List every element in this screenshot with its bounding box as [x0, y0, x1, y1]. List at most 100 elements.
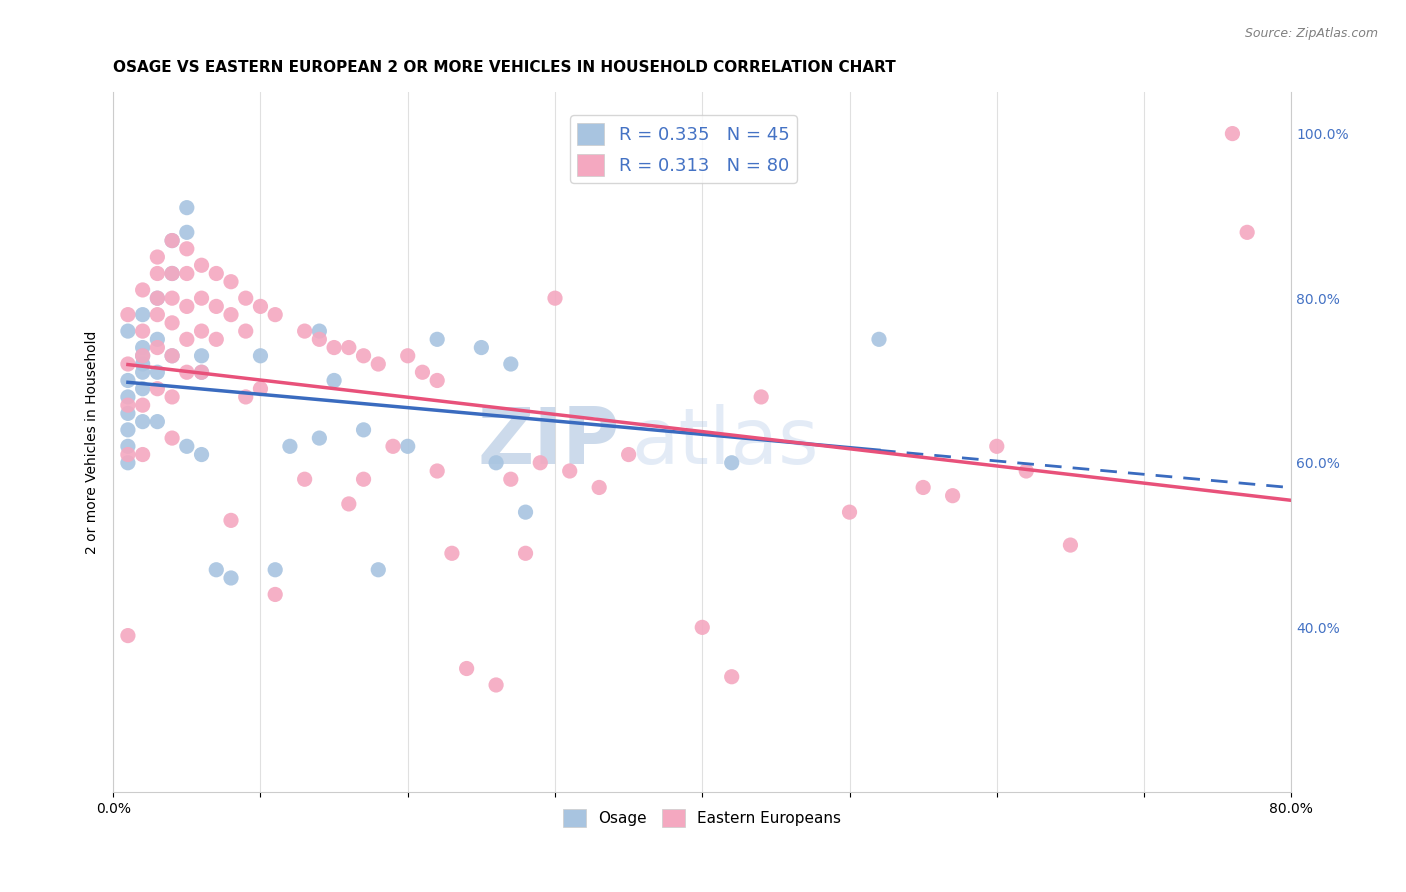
- Point: [190, 365, 212, 379]
- Point: [205, 300, 228, 314]
- Point: [190, 448, 212, 462]
- Point: [278, 439, 301, 453]
- Point: [588, 480, 610, 494]
- Point: [720, 670, 742, 684]
- Point: [117, 357, 139, 371]
- Point: [160, 267, 183, 281]
- Point: [249, 382, 271, 396]
- Point: [544, 291, 567, 305]
- Point: [308, 324, 330, 338]
- Point: [131, 283, 153, 297]
- Point: [131, 308, 153, 322]
- Point: [323, 341, 346, 355]
- Point: [219, 571, 242, 585]
- Point: [942, 489, 965, 503]
- Point: [720, 456, 742, 470]
- Point: [117, 374, 139, 388]
- Point: [146, 308, 169, 322]
- Point: [294, 472, 316, 486]
- Point: [470, 341, 492, 355]
- Point: [499, 357, 522, 371]
- Point: [456, 661, 478, 675]
- Y-axis label: 2 or more Vehicles in Household: 2 or more Vehicles in Household: [86, 331, 100, 554]
- Point: [249, 300, 271, 314]
- Point: [337, 341, 360, 355]
- Point: [912, 480, 935, 494]
- Point: [176, 201, 198, 215]
- Point: [117, 448, 139, 462]
- Point: [131, 415, 153, 429]
- Point: [176, 365, 198, 379]
- Point: [1059, 538, 1081, 552]
- Point: [117, 324, 139, 338]
- Text: OSAGE VS EASTERN EUROPEAN 2 OR MORE VEHICLES IN HOUSEHOLD CORRELATION CHART: OSAGE VS EASTERN EUROPEAN 2 OR MORE VEHI…: [114, 60, 896, 75]
- Point: [868, 332, 890, 346]
- Point: [146, 250, 169, 264]
- Point: [308, 431, 330, 445]
- Point: [337, 497, 360, 511]
- Text: Source: ZipAtlas.com: Source: ZipAtlas.com: [1244, 27, 1378, 40]
- Point: [235, 291, 257, 305]
- Point: [838, 505, 860, 519]
- Point: [160, 431, 183, 445]
- Point: [131, 398, 153, 412]
- Point: [176, 225, 198, 239]
- Point: [117, 398, 139, 412]
- Point: [160, 234, 183, 248]
- Point: [146, 382, 169, 396]
- Point: [146, 341, 169, 355]
- Point: [499, 472, 522, 486]
- Point: [396, 349, 419, 363]
- Point: [367, 357, 389, 371]
- Point: [146, 332, 169, 346]
- Point: [131, 382, 153, 396]
- Text: atlas: atlas: [631, 404, 820, 480]
- Point: [353, 349, 375, 363]
- Point: [353, 423, 375, 437]
- Point: [190, 258, 212, 272]
- Point: [176, 332, 198, 346]
- Point: [117, 406, 139, 420]
- Point: [117, 390, 139, 404]
- Point: [515, 505, 537, 519]
- Point: [219, 513, 242, 527]
- Point: [160, 234, 183, 248]
- Point: [176, 242, 198, 256]
- Point: [440, 546, 463, 560]
- Point: [558, 464, 581, 478]
- Point: [117, 308, 139, 322]
- Point: [190, 365, 212, 379]
- Point: [131, 341, 153, 355]
- Point: [515, 546, 537, 560]
- Point: [146, 415, 169, 429]
- Point: [117, 439, 139, 453]
- Point: [382, 439, 405, 453]
- Point: [1236, 225, 1258, 239]
- Point: [146, 291, 169, 305]
- Point: [190, 291, 212, 305]
- Point: [986, 439, 1008, 453]
- Point: [749, 390, 772, 404]
- Point: [426, 464, 449, 478]
- Point: [205, 563, 228, 577]
- Point: [426, 332, 449, 346]
- Point: [117, 423, 139, 437]
- Point: [160, 267, 183, 281]
- Point: [131, 448, 153, 462]
- Point: [396, 439, 419, 453]
- Point: [176, 267, 198, 281]
- Point: [205, 332, 228, 346]
- Point: [690, 620, 713, 634]
- Point: [411, 365, 433, 379]
- Point: [264, 563, 287, 577]
- Point: [294, 324, 316, 338]
- Point: [131, 324, 153, 338]
- Point: [235, 324, 257, 338]
- Point: [264, 587, 287, 601]
- Point: [249, 349, 271, 363]
- Point: [146, 365, 169, 379]
- Point: [264, 308, 287, 322]
- Point: [353, 472, 375, 486]
- Point: [117, 629, 139, 643]
- Point: [160, 390, 183, 404]
